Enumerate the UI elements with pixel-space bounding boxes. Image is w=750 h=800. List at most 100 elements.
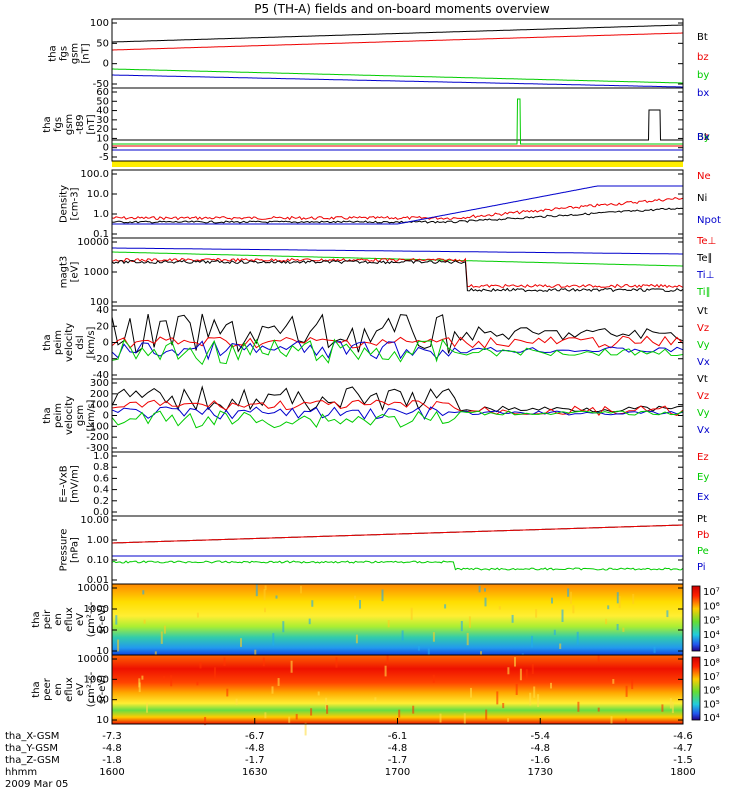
x-row-value: -4.7 bbox=[673, 743, 693, 754]
p2-ytick-label: -5 bbox=[99, 152, 109, 163]
p2-ytick-label: 50 bbox=[96, 96, 109, 107]
p4-ylabel: [eV] bbox=[70, 262, 81, 283]
p3-legend-Npot: Npot bbox=[697, 215, 721, 226]
p4-series-blue bbox=[112, 247, 683, 255]
p10-colorbar-label: 10⁴ bbox=[703, 713, 720, 724]
panel-p7: 1.00.80.60.40.20.0 E=-VxB [mV/m] Ez Ey Ex bbox=[59, 451, 710, 518]
p10-texture bbox=[146, 702, 148, 713]
p10-texture bbox=[507, 718, 510, 722]
p7-ylabel: E=-VxB bbox=[59, 465, 70, 502]
p2-ytick-label: 0 bbox=[103, 143, 109, 154]
p10-ylabel: (cm²-s- bbox=[86, 671, 97, 707]
p9-texture bbox=[300, 585, 302, 594]
p10-texture bbox=[204, 717, 207, 726]
p6-series-green bbox=[111, 410, 684, 429]
p9-texture bbox=[460, 620, 463, 632]
p8-frame bbox=[111, 515, 684, 585]
p5-ylabel: peim bbox=[53, 330, 64, 355]
p2-ytick-label: 20 bbox=[96, 124, 109, 135]
p9-texture bbox=[531, 635, 533, 648]
p10-texture bbox=[470, 687, 472, 698]
p9-texture bbox=[622, 627, 625, 632]
p10-texture bbox=[214, 667, 216, 679]
p9-texture bbox=[632, 593, 635, 604]
p10-texture bbox=[531, 663, 534, 675]
p9-texture bbox=[616, 592, 619, 604]
p9-texture bbox=[381, 589, 384, 602]
p10-colorbar-label: 10⁷ bbox=[703, 672, 720, 683]
p10-colorbar-label: 10⁵ bbox=[703, 699, 720, 710]
plot-title: P5 (TH-A) fields and on-board moments ov… bbox=[254, 2, 550, 16]
p9-texture bbox=[359, 600, 361, 609]
p1-ytick-label: 100 bbox=[90, 18, 109, 29]
p3-ylabel: Density bbox=[59, 185, 70, 223]
p9-texture bbox=[607, 605, 610, 610]
p10-texture bbox=[625, 718, 627, 723]
x-row-label: hhmm bbox=[5, 767, 37, 778]
p5-legend-Vy: Vy bbox=[697, 340, 710, 351]
p9-texture bbox=[264, 585, 267, 591]
p9-texture bbox=[535, 609, 538, 618]
p2-ylabel: fgs bbox=[53, 117, 64, 132]
p9-texture bbox=[576, 631, 579, 645]
p9-ylabel: en bbox=[53, 613, 64, 626]
p5-ylabel: tha bbox=[42, 334, 53, 350]
p9-texture bbox=[282, 621, 285, 633]
p10-texture bbox=[384, 665, 387, 677]
p10-texture bbox=[386, 655, 389, 665]
p9-ylabel: eflux bbox=[64, 607, 75, 632]
p10-texture bbox=[271, 686, 274, 694]
p10-texture bbox=[529, 692, 532, 706]
panel-p10: 10⁸ 10⁷ 10⁶ 10⁵ 10⁴ 10000 1000 100 10 tha peer en ef… bbox=[31, 654, 720, 736]
p2-legend-By: By bbox=[697, 132, 710, 143]
p4-ylabel: magt3 bbox=[59, 256, 70, 289]
p9-texture bbox=[264, 607, 266, 613]
p2-series-green bbox=[112, 98, 683, 145]
x-row-label: tha_X-GSM bbox=[5, 731, 59, 742]
p7-ytick-label: 0.0 bbox=[93, 507, 109, 518]
p9-texture bbox=[143, 619, 146, 624]
p6-legend-Vx: Vx bbox=[697, 425, 710, 436]
p2-legend-Bx: Bx bbox=[697, 132, 710, 143]
p4-series-black bbox=[111, 259, 684, 293]
p9-texture bbox=[311, 600, 314, 607]
p8-legend-Pt: Pt bbox=[697, 514, 707, 525]
p9-colorbar-label: 10⁴ bbox=[703, 630, 720, 641]
x-date: 2009 Mar 05 bbox=[5, 779, 68, 790]
p6-ylabel: [km/s] bbox=[86, 399, 97, 431]
p5-legend-Vt: Vt bbox=[697, 306, 708, 317]
p3-legend-Ni: Ni bbox=[697, 193, 707, 204]
p9-texture bbox=[263, 589, 266, 601]
p10-texture bbox=[610, 716, 613, 725]
p6-ylabel: gsm bbox=[75, 405, 86, 426]
p10-texture bbox=[485, 709, 488, 720]
p9-texture bbox=[275, 595, 278, 599]
p1-ylabel: [nT] bbox=[81, 43, 92, 63]
p7-ytick-label: 0.6 bbox=[93, 473, 109, 484]
p4-legend-Te∥: Te∥ bbox=[696, 253, 713, 264]
p5-series-black bbox=[111, 313, 684, 354]
p2-ytick-label: 40 bbox=[96, 106, 109, 117]
x-row-value: -1.7 bbox=[245, 755, 265, 766]
p8-ytick-label: 0.10 bbox=[87, 555, 109, 566]
p9-texture bbox=[618, 596, 621, 609]
p8-legend-Pi: Pi bbox=[697, 562, 706, 573]
p7-legend-Ez: Ez bbox=[697, 452, 709, 463]
x-row-value: -4.8 bbox=[530, 743, 550, 754]
p7-ytick-label: 0.8 bbox=[93, 462, 109, 473]
p9-texture bbox=[553, 629, 556, 635]
p10-texture bbox=[525, 669, 528, 680]
p9-texture bbox=[572, 605, 575, 614]
p10-ytick-label: 100 bbox=[90, 695, 109, 706]
p10-texture bbox=[325, 697, 328, 710]
x-row-value: 1630 bbox=[242, 767, 267, 778]
p10-texture bbox=[537, 694, 540, 707]
p2-ylabel: gsm bbox=[64, 114, 75, 135]
p8-ylabel: [nPa] bbox=[70, 537, 81, 563]
p9-ytick-label: 100 bbox=[90, 625, 109, 636]
p2-legend-Bz: Bz bbox=[697, 132, 709, 143]
p1-ylabel: tha bbox=[48, 45, 59, 61]
x-row-value: -1.5 bbox=[673, 755, 693, 766]
